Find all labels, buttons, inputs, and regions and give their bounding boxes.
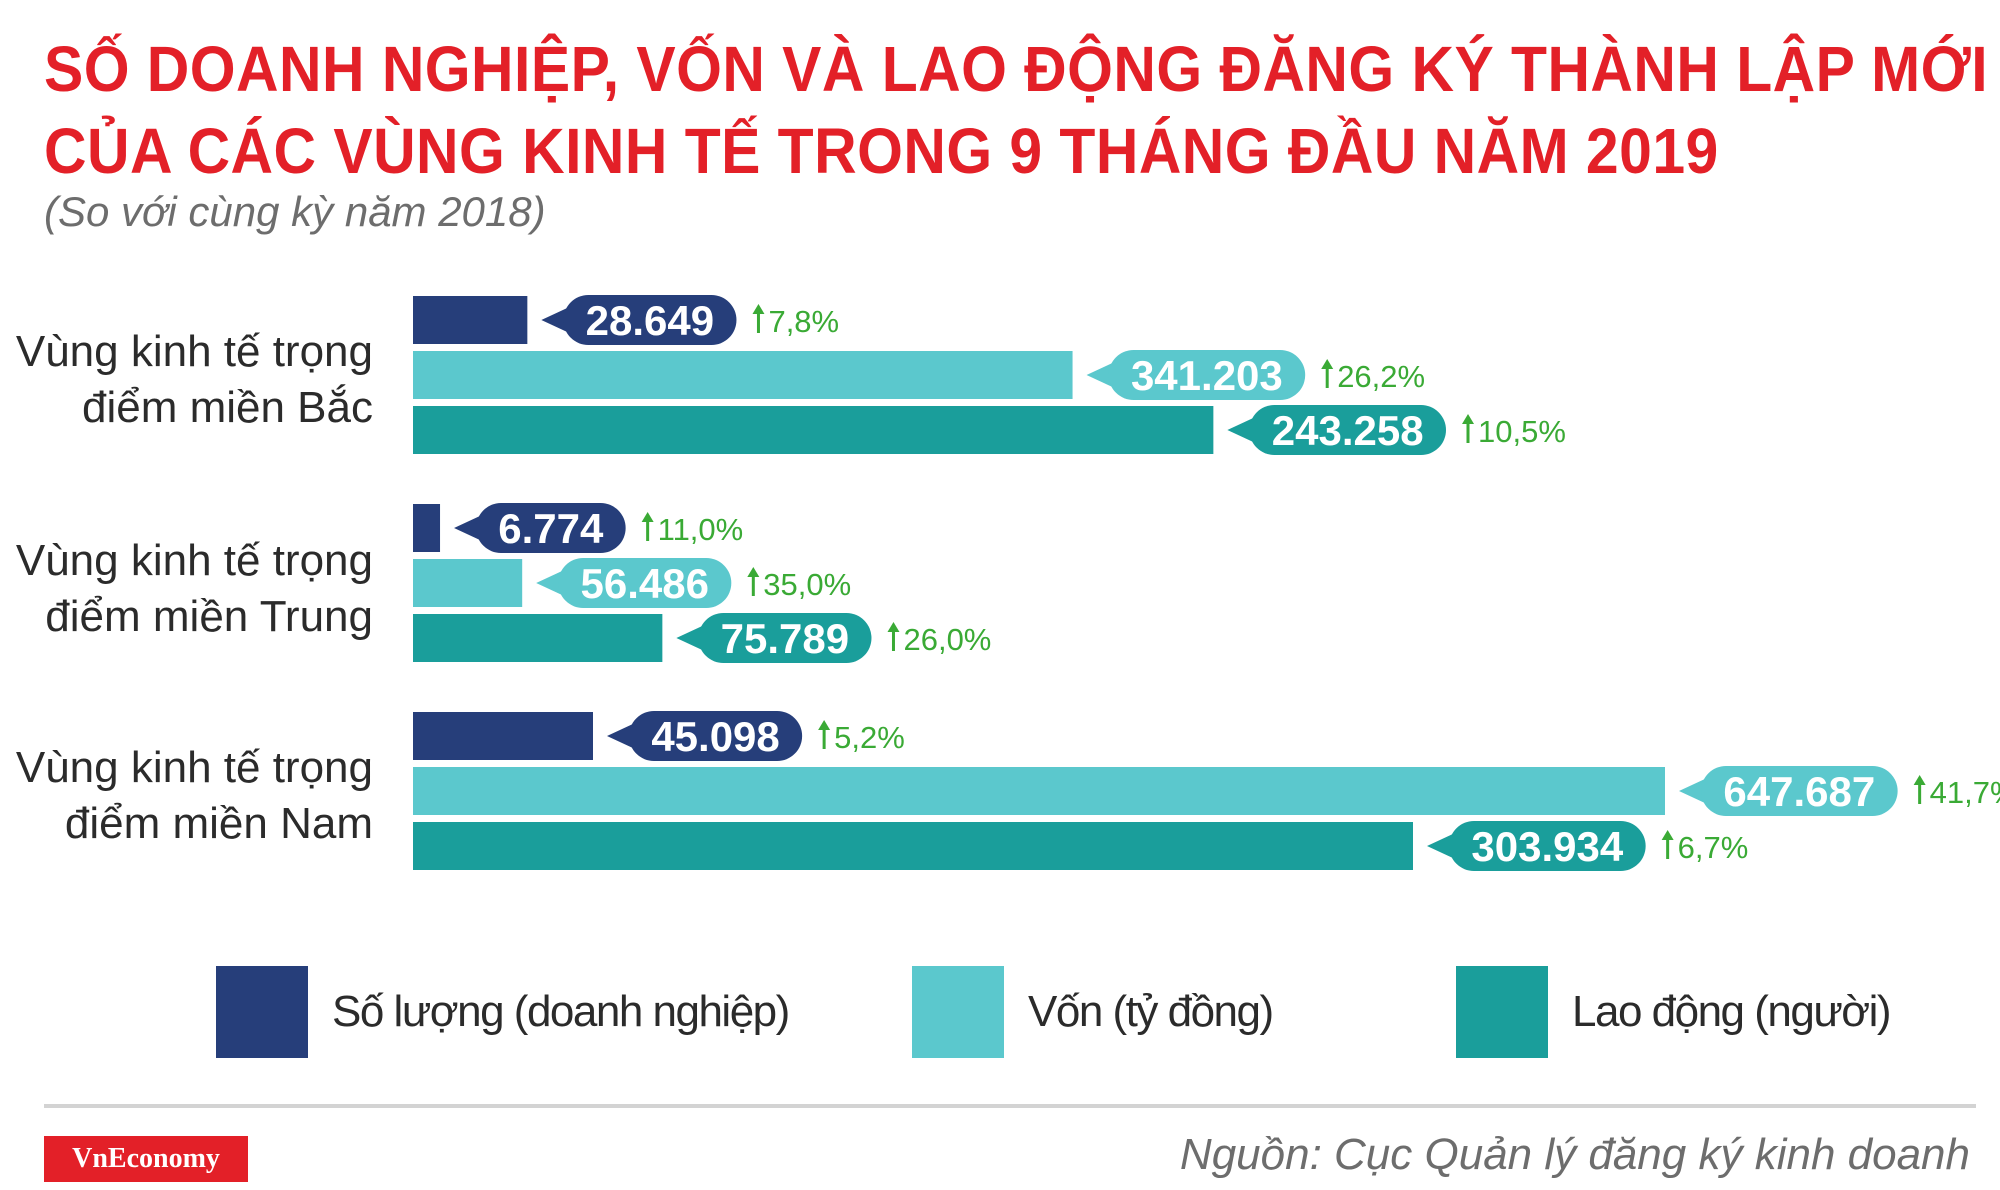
data-label: 56.486 <box>581 560 709 607</box>
bar-3-1 <box>413 712 593 760</box>
data-label: 243.258 <box>1272 407 1424 454</box>
bar-3-3 <box>413 822 1413 870</box>
legend-swatch-lao-dong <box>1456 966 1548 1058</box>
footer-divider <box>44 1104 1976 1108</box>
change-label: 11,0% <box>658 512 744 547</box>
group-label-mien-bac: Vùng kinh tế trọng điểm miền Bắc <box>16 324 373 436</box>
change-label: 26,2% <box>1337 359 1425 394</box>
change-label: 26,0% <box>903 622 991 657</box>
bar-2-3 <box>413 614 663 662</box>
group-label-line: Vùng kinh tế trọng <box>15 327 373 376</box>
callout-pointer <box>1086 362 1115 388</box>
value-callout <box>1108 350 1306 400</box>
legend-swatch-von <box>912 966 1004 1058</box>
increase-arrow-head <box>747 567 760 577</box>
group-label-line: điểm miền Bắc <box>81 383 373 432</box>
legend-swatch-so-luong <box>216 966 308 1058</box>
callout-pointer <box>536 570 565 596</box>
chart-title-line-2: CỦA CÁC VÙNG KINH TẾ TRONG 9 THÁNG ĐẦU N… <box>44 115 1719 187</box>
group-label-mien-trung: Vùng kinh tế trọng điểm miền Trung <box>16 533 373 645</box>
legend-label-lao-dong: Lao động (người) <box>1572 987 1892 1036</box>
data-label: 75.789 <box>721 615 849 662</box>
increase-arrow-head <box>641 512 654 522</box>
bar-2-2 <box>413 559 523 607</box>
data-label: 6.774 <box>498 505 604 552</box>
increase-arrow-head <box>1913 775 1926 785</box>
data-label: 28.649 <box>586 297 714 344</box>
increase-arrow-head <box>818 720 831 730</box>
source-note: Nguồn: Cục Quản lý đăng ký kinh doanh <box>1179 1130 1970 1179</box>
value-callout <box>698 613 872 663</box>
callout-pointer <box>1227 417 1256 443</box>
increase-arrow-head <box>1321 359 1334 369</box>
change-label: 6,7% <box>1678 830 1749 865</box>
bar-3-2 <box>413 767 1665 815</box>
bar-1-2 <box>413 351 1073 399</box>
group-label-line: Vùng kinh tế trọng <box>15 743 373 792</box>
callout-pointer <box>454 515 483 541</box>
value-callout <box>558 558 732 608</box>
data-label: 647.687 <box>1723 768 1875 815</box>
value-callout <box>476 503 626 553</box>
value-callout <box>629 711 803 761</box>
legend-item-so-luong: Số lượng (doanh nghiệp) <box>216 966 790 1058</box>
callout-pointer <box>1679 778 1707 804</box>
chart-title-line-1: SỐ DOANH NGHIỆP, VỐN VÀ LAO ĐỘNG ĐĂNG KÝ… <box>44 33 1989 105</box>
increase-arrow-head <box>1462 414 1475 424</box>
value-callout <box>563 295 737 345</box>
callout-pointer <box>607 723 635 749</box>
value-callout <box>1249 405 1447 455</box>
increase-arrow-head <box>752 304 765 314</box>
vneconomy-logo: VnEconomy <box>44 1136 248 1182</box>
group-label-line: điểm miền Trung <box>45 592 373 641</box>
chart-title: SỐ DOANH NGHIỆP, VỐN VÀ LAO ĐỘNG ĐĂNG KÝ… <box>44 28 1989 192</box>
callout-pointer <box>1427 833 1455 859</box>
change-label: 10,5% <box>1478 414 1566 449</box>
bar-1-1 <box>413 296 528 344</box>
data-label: 45.098 <box>651 713 779 760</box>
bar-2-1 <box>413 504 441 552</box>
legend-item-von: Vốn (tỷ đồng) <box>912 966 1274 1058</box>
callout-pointer <box>676 625 705 651</box>
increase-arrow-head <box>1661 830 1674 840</box>
bar-1-3 <box>413 406 1214 454</box>
change-label: 35,0% <box>763 567 851 602</box>
group-label-line: điểm miền Nam <box>64 799 373 848</box>
legend-label-so-luong: Số lượng (doanh nghiệp) <box>332 987 790 1036</box>
data-label: 303.934 <box>1471 823 1623 870</box>
change-label: 5,2% <box>834 720 905 755</box>
change-label: 41,7% <box>1930 775 2000 810</box>
group-label-mien-nam: Vùng kinh tế trọng điểm miền Nam <box>16 740 373 852</box>
bar-chart: 28.649 7,8% 341.203 26,2% 243.258 10,5% 6.774 1… <box>413 295 2000 871</box>
data-label: 341.203 <box>1131 352 1283 399</box>
group-label-line: Vùng kinh tế trọng <box>15 536 373 585</box>
change-label: 7,8% <box>768 304 839 339</box>
legend-label-von: Vốn (tỷ đồng) <box>1028 987 1274 1036</box>
chart-subtitle: (So với cùng kỳ năm 2018) <box>44 188 546 235</box>
callout-pointer <box>541 307 570 333</box>
value-callout <box>1449 821 1646 871</box>
increase-arrow-head <box>887 622 900 632</box>
value-callout <box>1701 766 1898 816</box>
legend-item-lao-dong: Lao động (người) <box>1456 966 1892 1058</box>
